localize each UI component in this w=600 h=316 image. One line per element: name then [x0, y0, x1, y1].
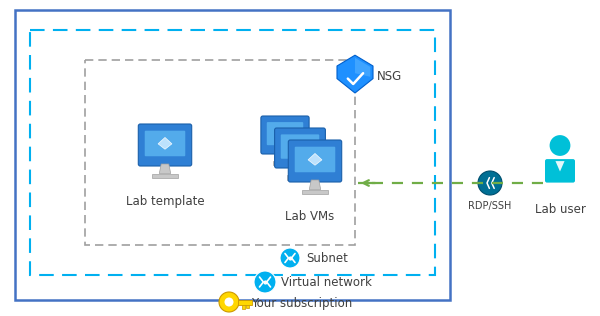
Text: Lab template: Lab template [125, 195, 205, 208]
Bar [246, 305, 249, 308]
Polygon shape [280, 152, 290, 161]
Polygon shape [158, 137, 172, 149]
Text: Subnet: Subnet [306, 252, 348, 265]
Bar [15, 10, 450, 300]
Circle shape [224, 297, 233, 307]
Circle shape [550, 135, 571, 156]
Text: Virtual network: Virtual network [281, 276, 372, 289]
Bar [273, 161, 297, 165]
FancyBboxPatch shape [545, 159, 575, 183]
FancyBboxPatch shape [289, 140, 342, 182]
FancyBboxPatch shape [275, 128, 325, 168]
Polygon shape [337, 55, 373, 93]
FancyBboxPatch shape [145, 131, 185, 156]
FancyBboxPatch shape [295, 147, 335, 172]
FancyBboxPatch shape [261, 116, 309, 154]
Circle shape [478, 171, 502, 195]
Text: RDP/SSH: RDP/SSH [469, 201, 512, 211]
FancyBboxPatch shape [267, 122, 303, 145]
Circle shape [254, 271, 276, 293]
Bar [242, 305, 245, 308]
FancyBboxPatch shape [281, 134, 319, 159]
Bar [302, 190, 328, 194]
Bar [30, 30, 435, 275]
FancyBboxPatch shape [139, 124, 192, 166]
Text: Your subscription: Your subscription [251, 297, 352, 311]
Bar [287, 175, 313, 179]
Polygon shape [160, 164, 170, 173]
Circle shape [219, 292, 239, 312]
Polygon shape [308, 154, 322, 165]
Polygon shape [293, 141, 307, 152]
Polygon shape [556, 161, 565, 172]
Text: Lab VMs: Lab VMs [286, 210, 335, 223]
Text: Lab user: Lab user [535, 203, 586, 216]
Bar [85, 60, 355, 245]
Polygon shape [295, 166, 305, 175]
Polygon shape [355, 58, 370, 77]
Polygon shape [310, 180, 320, 190]
Text: NSG: NSG [377, 70, 402, 83]
Bar [238, 300, 251, 305]
Polygon shape [279, 128, 291, 139]
Circle shape [280, 248, 300, 268]
Bar [152, 173, 178, 178]
